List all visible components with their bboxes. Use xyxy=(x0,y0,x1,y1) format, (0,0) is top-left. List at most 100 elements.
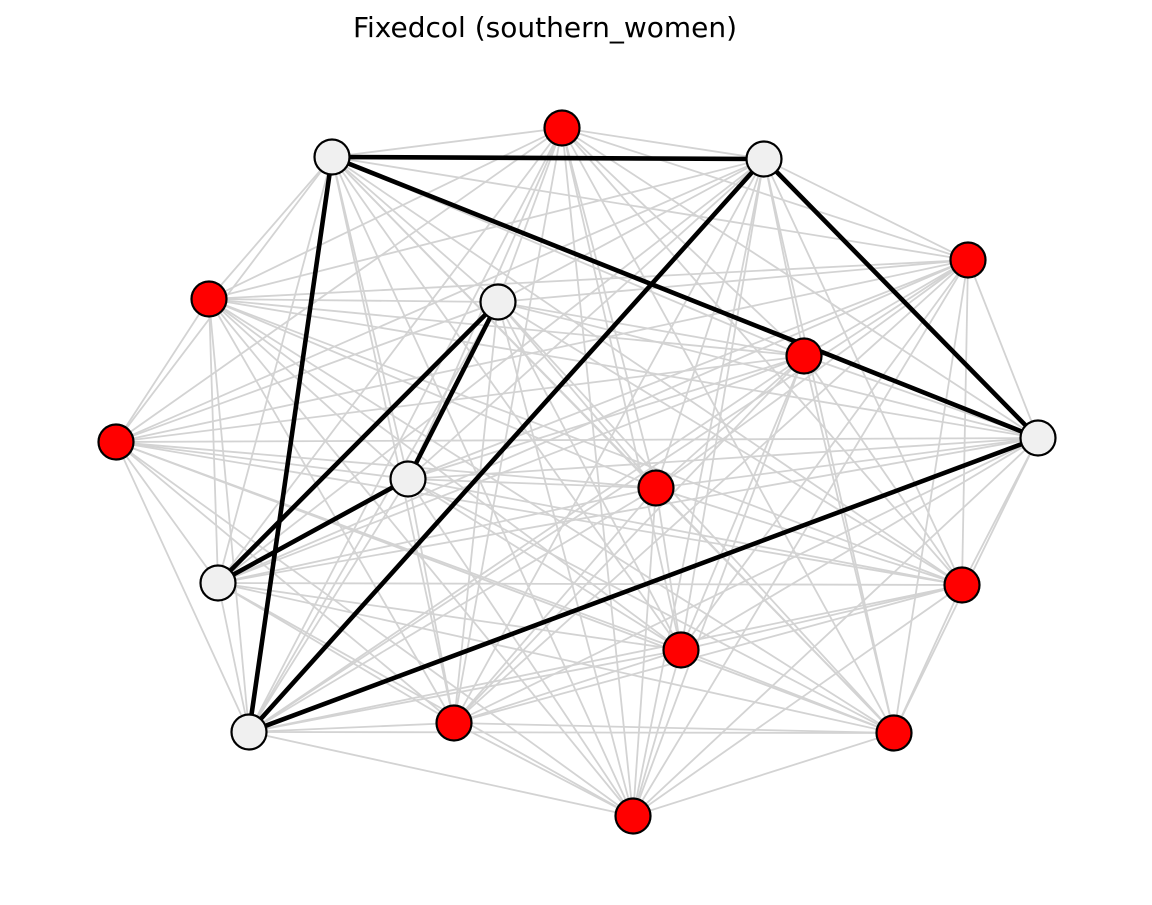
gray-edge xyxy=(967,259,1039,439)
gray-edge xyxy=(803,355,895,734)
gray-edge xyxy=(217,437,1039,584)
gray-edge xyxy=(208,298,409,480)
gray-edge xyxy=(115,127,563,443)
gray-edge xyxy=(453,722,634,817)
gray-edge xyxy=(217,582,682,651)
gray-edge xyxy=(115,441,963,586)
gray-edge xyxy=(680,584,963,651)
gray-edge xyxy=(217,127,563,584)
gray-edge xyxy=(217,582,895,734)
gray-edge xyxy=(217,582,963,586)
gray-edge xyxy=(248,731,634,817)
gray-edge xyxy=(248,584,963,733)
gray-edge xyxy=(893,584,963,734)
black-edge xyxy=(246,156,335,733)
black-edge xyxy=(248,435,1039,735)
gray-edge xyxy=(453,259,969,724)
gray-edge xyxy=(453,584,963,724)
gray-edge xyxy=(655,259,969,489)
gray-edge xyxy=(331,156,634,817)
gray-edge xyxy=(632,487,657,817)
gray-edge xyxy=(655,487,682,651)
gray-edge xyxy=(115,441,634,817)
gray-edge xyxy=(497,158,765,303)
black-edge xyxy=(247,157,766,734)
node-light xyxy=(479,283,517,321)
gray-edge xyxy=(331,156,682,651)
gray-edge xyxy=(208,156,333,300)
gray-edge xyxy=(453,158,765,724)
node-light xyxy=(313,138,351,176)
gray-edge xyxy=(331,127,563,158)
gray-edge xyxy=(763,158,969,261)
gray-edge xyxy=(561,127,634,817)
gray-edge xyxy=(561,127,805,357)
gray-edge xyxy=(208,298,682,651)
gray-edge xyxy=(680,649,895,734)
gray-edge xyxy=(115,259,969,443)
gray-edge xyxy=(407,355,805,480)
gray-edge xyxy=(217,582,250,733)
gray-edge xyxy=(680,259,969,651)
gray-edge xyxy=(632,732,895,817)
gray-edge xyxy=(248,731,895,734)
gray-edge xyxy=(208,298,963,586)
gray-edge xyxy=(497,259,969,303)
gray-edge xyxy=(453,355,805,724)
node-light xyxy=(389,460,427,498)
gray-edge xyxy=(632,355,805,817)
gray-edge xyxy=(208,298,499,303)
black-edge xyxy=(216,476,410,586)
gray-edge xyxy=(632,584,963,817)
gray-edge xyxy=(248,127,563,733)
node-light xyxy=(199,564,237,602)
gray-edge xyxy=(655,487,963,586)
node-red xyxy=(943,566,981,604)
gray-edge xyxy=(115,298,210,443)
gray-edge xyxy=(331,156,499,303)
gray-edge xyxy=(407,158,765,480)
gray-edge xyxy=(893,259,969,734)
gray-edge xyxy=(115,441,219,584)
black-edge xyxy=(762,157,1040,440)
gray-edge xyxy=(453,722,895,734)
gray-edge xyxy=(561,127,1039,439)
black-edge xyxy=(331,154,1039,441)
gray-edge xyxy=(248,355,805,733)
gray-edge xyxy=(803,355,963,586)
gray-edge xyxy=(208,298,1039,439)
gray-edge xyxy=(561,127,969,261)
gray-edge xyxy=(561,127,765,160)
gray-edge xyxy=(561,127,657,489)
gray-edge xyxy=(680,437,1039,651)
node-red xyxy=(949,241,987,279)
node-light xyxy=(1019,419,1057,457)
gray-edge xyxy=(331,156,409,480)
gray-edge xyxy=(248,649,682,733)
gray-edge xyxy=(453,487,657,724)
node-red xyxy=(875,714,913,752)
black-edge xyxy=(405,300,501,481)
gray-edge xyxy=(497,301,895,734)
gray-edge xyxy=(680,355,805,651)
node-red xyxy=(614,797,652,835)
black-edge xyxy=(216,300,500,585)
gray-edge xyxy=(208,259,969,300)
node-light xyxy=(230,713,268,751)
chart-title: Fixedcol (southern_women) xyxy=(352,11,738,44)
gray-edge xyxy=(208,298,657,489)
gray-edge xyxy=(961,259,969,586)
gray-edge xyxy=(248,478,409,733)
gray-edge xyxy=(655,437,1039,489)
gray-edge xyxy=(115,441,409,480)
gray-edge xyxy=(248,487,657,733)
gray-edge xyxy=(407,478,963,586)
node-red xyxy=(190,280,228,318)
gray-edge xyxy=(561,127,963,586)
node-red xyxy=(637,469,675,507)
node-light xyxy=(745,140,783,178)
gray-edge xyxy=(655,355,805,489)
gray-edge xyxy=(655,487,895,734)
